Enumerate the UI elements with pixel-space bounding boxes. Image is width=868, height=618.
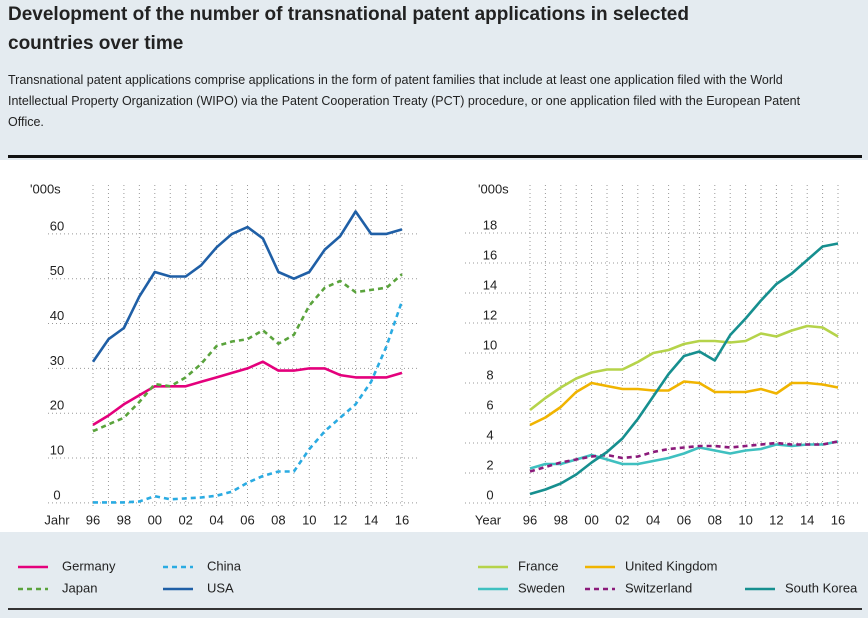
title: Development of the number of transnation…	[8, 4, 689, 54]
legend-label: Japan	[62, 580, 97, 595]
y-tick-label: 60	[50, 218, 64, 233]
subtitle: Transnational patent applications compri…	[8, 73, 801, 129]
x-tick-label: 00	[148, 512, 162, 527]
x-tick-label: 98	[554, 512, 568, 527]
x-tick-label: 10	[738, 512, 752, 527]
x-tick-label: 10	[302, 512, 316, 527]
legend-label: South Korea	[785, 580, 858, 595]
legend-label: United Kingdom	[625, 558, 718, 573]
y-tick-label: 6	[486, 397, 493, 412]
series-line	[529, 440, 839, 470]
y-axis-label: '000s	[30, 181, 61, 196]
series-line	[92, 273, 403, 433]
y-tick-label: 12	[483, 307, 497, 322]
x-tick-label: 12	[333, 512, 347, 527]
x-tick-label: 16	[395, 512, 409, 527]
series-line	[529, 380, 839, 427]
legend-label: Switzerland	[625, 580, 692, 595]
y-tick-label: 2	[486, 457, 493, 472]
series-line	[93, 300, 404, 504]
bottom-rule	[8, 608, 862, 610]
x-tick-label: 14	[364, 512, 378, 527]
series-line	[529, 440, 839, 473]
x-tick-label: 96	[523, 512, 537, 527]
y-tick-label: 16	[483, 247, 497, 262]
legend-label: France	[518, 558, 558, 573]
series-line	[91, 210, 403, 363]
y-tick-label: 4	[486, 427, 493, 442]
y-tick-label: 20	[50, 398, 64, 413]
y-tick-label: 14	[483, 277, 497, 292]
x-tick-label: 14	[800, 512, 814, 527]
x-tick-label: 16	[831, 512, 845, 527]
y-tick-label: 18	[483, 217, 497, 232]
y-tick-label: 10	[483, 337, 497, 352]
x-tick-label: 06	[240, 512, 254, 527]
y-tick-label: 8	[486, 367, 493, 382]
x-tick-label: 12	[769, 512, 783, 527]
legend-label: USA	[207, 580, 234, 595]
x-tick-label: 08	[708, 512, 722, 527]
x-tick-label: 98	[117, 512, 131, 527]
x-tick-label: 04	[209, 512, 223, 527]
series-line	[529, 242, 839, 496]
y-tick-label: 0	[53, 487, 60, 502]
legend-label: Germany	[62, 558, 116, 573]
y-tick-label: 0	[486, 487, 493, 502]
x-tick-label: 08	[271, 512, 285, 527]
series-line	[529, 324, 839, 412]
x-tick-label: 06	[677, 512, 691, 527]
y-axis-label: '000s	[478, 181, 509, 196]
x-tick-label: 00	[584, 512, 598, 527]
x-tick-label: 04	[646, 512, 660, 527]
y-tick-label: 10	[50, 442, 64, 457]
y-tick-label: 30	[50, 353, 64, 368]
legend-label: China	[207, 558, 242, 573]
top-rule	[8, 155, 862, 158]
series-line	[92, 360, 403, 427]
legend-label: Sweden	[518, 580, 565, 595]
x-axis-label: Year	[475, 512, 502, 527]
x-tick-label: 02	[178, 512, 192, 527]
x-tick-label: 96	[86, 512, 100, 527]
x-axis-label: Jahr	[44, 512, 70, 527]
plot-background	[0, 160, 868, 532]
x-tick-label: 02	[615, 512, 629, 527]
y-tick-label: 50	[50, 263, 64, 278]
y-tick-label: 40	[50, 308, 64, 323]
header: Development of the number of transnation…	[8, 0, 858, 133]
